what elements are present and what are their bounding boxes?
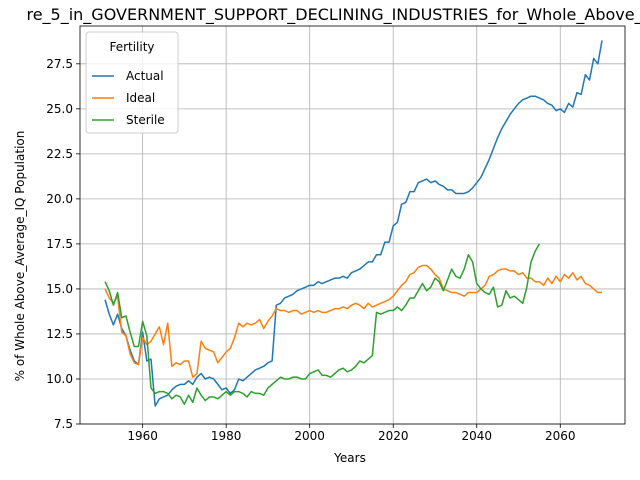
x-tick-label: 1960 — [127, 429, 158, 443]
y-axis: 7.5 10.0 12.5 15.0 17.5 20.0 22.5 25.0 27.5 — [46, 57, 80, 431]
y-axis-label: % of Whole Above_Average_IQ Population — [13, 131, 27, 382]
grid-lines — [80, 26, 625, 425]
series-line-ideal — [104, 264, 603, 378]
legend-label-sterile: Sterile — [126, 113, 165, 127]
legend-box — [85, 31, 179, 134]
y-tick-label: 12.5 — [46, 327, 73, 341]
x-axis-label: Years — [333, 451, 366, 465]
legend-title: Fertility — [109, 40, 154, 54]
y-tick-label: 25.0 — [46, 102, 73, 116]
legend-label-actual: Actual — [126, 69, 164, 83]
x-axis: 1960 1980 2000 2020 2040 2060 — [127, 424, 576, 443]
legend: Fertility Actual Ideal Sterile — [85, 31, 179, 134]
y-tick-label: 17.5 — [46, 237, 73, 251]
plot-area-frame — [79, 25, 626, 425]
series-lines — [104, 40, 603, 407]
series-line-actual — [104, 40, 603, 407]
x-tick-label: 2060 — [545, 429, 576, 443]
y-tick-label: 27.5 — [46, 57, 73, 71]
y-tick-label: 22.5 — [46, 147, 73, 161]
y-tick-label: 20.0 — [46, 192, 73, 206]
y-tick-label: 7.5 — [54, 417, 73, 431]
x-tick-label: 1980 — [211, 429, 242, 443]
series-line-sterile — [104, 243, 541, 405]
legend-label-ideal: Ideal — [126, 91, 155, 105]
x-tick-label: 2000 — [294, 429, 325, 443]
y-tick-label: 15.0 — [46, 282, 73, 296]
y-tick-label: 10.0 — [46, 372, 73, 386]
x-tick-label: 2040 — [461, 429, 492, 443]
x-tick-label: 2020 — [378, 429, 409, 443]
chart-title: re_5_in_GOVERNMENT_SUPPORT_DECLINING_IND… — [26, 5, 640, 25]
